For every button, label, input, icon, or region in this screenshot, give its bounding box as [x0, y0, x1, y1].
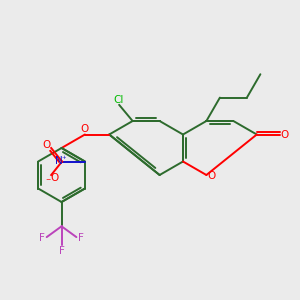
Text: O: O — [50, 173, 58, 183]
Text: O: O — [207, 171, 215, 181]
Text: O: O — [42, 140, 50, 150]
Text: F: F — [79, 233, 84, 243]
Text: $^+$: $^+$ — [60, 154, 68, 163]
Text: O: O — [280, 130, 289, 140]
Text: $^-$: $^-$ — [44, 176, 52, 184]
Text: O: O — [81, 124, 89, 134]
Text: F: F — [39, 233, 45, 243]
Text: N: N — [55, 155, 63, 166]
Text: Cl: Cl — [113, 95, 123, 105]
Text: F: F — [58, 246, 64, 256]
